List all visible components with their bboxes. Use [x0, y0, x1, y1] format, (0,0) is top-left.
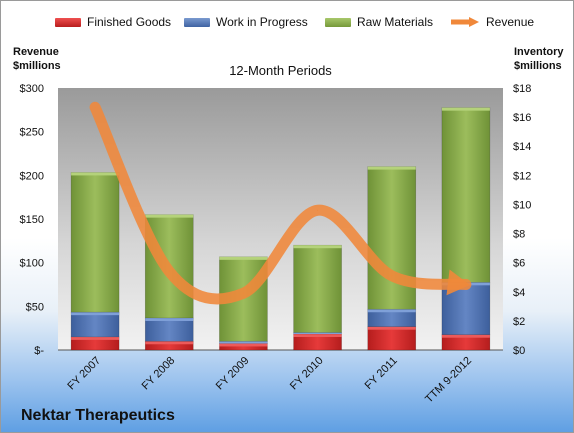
legend-swatch-work-in-progress: [184, 17, 210, 27]
y-right-tick-label: $0: [513, 345, 525, 357]
y-left-tick-label: $150: [20, 214, 44, 226]
bar-top-finished-goods-5: [367, 326, 416, 330]
revenue-point-3: [242, 292, 244, 294]
bar-raw-materials-5: [367, 166, 417, 310]
bar-finished-goods-5: [367, 326, 417, 351]
bar-top-finished-goods-4: [293, 333, 342, 337]
legend: Finished Goods Work in Progress Raw Mate…: [1, 15, 573, 35]
bar-top-raw-materials-3: [219, 256, 268, 260]
chart-title: 12-Month Periods: [229, 63, 332, 78]
y-axis-left-ticks: $- $50 $100 $150 $200 $250 $300: [20, 83, 45, 357]
y-right-tick-label: $16: [513, 112, 531, 124]
y-axis-left-title-line1: Revenue: [13, 46, 59, 58]
bar-top-work-in-progress-2: [145, 317, 194, 321]
bar-top-work-in-progress-5: [367, 309, 416, 313]
bar-top-finished-goods-6: [441, 334, 490, 338]
y-left-tick-label: $250: [20, 127, 44, 139]
bar-raw-materials-1: [70, 172, 120, 313]
y-right-tick-label: $14: [513, 141, 531, 153]
bar-top-raw-materials-4: [293, 245, 342, 249]
y-right-tick-label: $10: [513, 199, 531, 211]
y-left-tick-label: $200: [20, 170, 44, 182]
revenue-arrowhead: [446, 269, 470, 296]
legend-item-raw-materials: Raw Materials: [325, 15, 433, 29]
legend-label-finished-goods: Finished Goods: [87, 15, 172, 29]
revenue-point-5: [391, 275, 393, 277]
y-axis-right-ticks: $0 $2 $4 $6 $8 $10 $12 $14 $16 $18: [513, 83, 531, 357]
y-axis-right-title-line1: Inventory: [514, 46, 564, 58]
legend-label-revenue: Revenue: [486, 15, 535, 29]
legend-item-work-in-progress: Work in Progress: [184, 15, 308, 29]
y-left-tick-label: $100: [20, 258, 44, 270]
legend-arrow-revenue: [451, 17, 479, 27]
bar-top-finished-goods-1: [71, 336, 120, 340]
x-tick-label: FY 2007: [65, 355, 103, 393]
x-tick-label: FY 2009: [214, 355, 252, 393]
revenue-point-2: [168, 270, 170, 272]
x-tick-label: TTM 9-2012: [423, 355, 474, 406]
bar-work-in-progress-2: [144, 317, 194, 342]
y-right-tick-label: $8: [513, 229, 525, 241]
bars-layer: [70, 107, 491, 351]
legend-swatch-raw-materials: [325, 17, 351, 27]
y-left-tick-label: $-: [34, 345, 44, 357]
y-axis-right-title: Inventory $millions: [514, 45, 564, 73]
bar-top-finished-goods-3: [219, 343, 268, 347]
x-tick-label: FY 2008: [140, 355, 178, 393]
bar-top-raw-materials-6: [441, 107, 490, 111]
revenue-point-4: [317, 209, 319, 211]
y-right-tick-label: $4: [513, 287, 525, 299]
bar-top-raw-materials-5: [367, 166, 416, 170]
y-right-tick-label: $2: [513, 316, 525, 328]
legend-label-raw-materials: Raw Materials: [357, 15, 434, 29]
bar-top-work-in-progress-3: [219, 341, 268, 344]
y-axis-right-title-line2: $millions: [514, 60, 562, 72]
x-tick-label: FY 2011: [363, 355, 400, 392]
bar-top-work-in-progress-4: [293, 332, 342, 334]
x-tick-label: FY 2010: [288, 355, 326, 393]
x-axis-ticks: FY 2007 FY 2008 FY 2009 FY 2010 FY 2011 TTM 9…: [65, 355, 474, 406]
y-left-tick-label: $300: [20, 83, 44, 95]
bar-top-work-in-progress-1: [71, 312, 120, 316]
y-left-tick-label: $50: [26, 301, 44, 313]
bar-top-finished-goods-2: [145, 341, 194, 345]
y-right-tick-label: $12: [513, 170, 531, 182]
bar-top-raw-materials-2: [145, 214, 194, 218]
bar-top-raw-materials-1: [71, 172, 120, 176]
y-right-tick-label: $18: [513, 83, 531, 95]
y-right-tick-label: $6: [513, 258, 525, 270]
y-axis-left-title-line2: $millions: [13, 60, 61, 72]
legend-item-revenue: Revenue: [450, 15, 534, 29]
plot-area: [58, 88, 503, 350]
bar-work-in-progress-1: [70, 311, 120, 338]
revenue-point-6: [465, 284, 467, 285]
legend-label-work-in-progress: Work in Progress: [216, 15, 308, 29]
bar-raw-materials-4: [293, 244, 342, 333]
legend-swatch-finished-goods: [55, 17, 81, 27]
bar-raw-materials-6: [441, 107, 491, 283]
revenue-layer: [89, 101, 472, 305]
y-axis-left-title: Revenue $millions: [13, 45, 61, 73]
company-name: Nektar Therapeutics: [21, 407, 175, 424]
revenue-point-1: [94, 106, 96, 108]
legend-item-finished-goods: Finished Goods: [55, 15, 171, 29]
